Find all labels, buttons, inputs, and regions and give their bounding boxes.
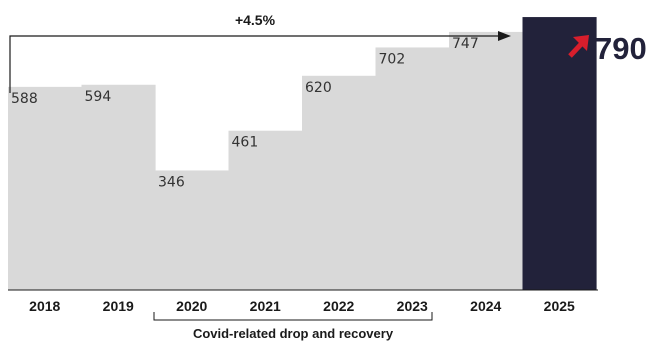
growth-arrow-head: [498, 31, 511, 41]
bar-2022: [302, 75, 377, 290]
bar-2019: [81, 84, 156, 291]
growth-label: +4.5%: [235, 12, 276, 28]
bar-2020: [155, 170, 230, 290]
value-label-2018: 588: [11, 91, 38, 107]
covid-bracket: [153, 312, 433, 321]
value-labels-group: 588 594 346 461 620 702 747: [11, 36, 479, 191]
bar-2018: [8, 86, 83, 290]
value-label-2023: 702: [379, 51, 406, 67]
growth-arrow-line: [9, 35, 500, 93]
tick-label-2022: 2022: [323, 298, 354, 314]
tick-label-2018: 2018: [29, 298, 60, 314]
bars-group: [8, 17, 597, 291]
value-label-2019: 594: [85, 89, 112, 105]
tick-label-2023: 2023: [397, 298, 428, 314]
highlight-value-label: 790: [595, 31, 647, 66]
value-label-2024: 747: [452, 36, 479, 52]
tick-label-2021: 2021: [250, 298, 281, 314]
covid-bracket-label: Covid-related drop and recovery: [193, 326, 394, 341]
tick-label-2019: 2019: [103, 298, 134, 314]
value-label-2021: 461: [232, 135, 259, 151]
value-label-2020: 346: [158, 174, 185, 190]
bar-2025: [522, 17, 597, 291]
up-arrow-icon: [568, 35, 589, 58]
bar-2021: [228, 130, 303, 290]
tick-label-2024: 2024: [470, 298, 501, 314]
x-tick-labels-group: 2018 2019 2020 2021 2022 2023 2024 2025: [29, 298, 575, 314]
tick-label-2025: 2025: [544, 298, 575, 314]
bar-2023: [375, 47, 450, 291]
tick-label-2020: 2020: [176, 298, 207, 314]
bar-2024: [449, 31, 524, 290]
value-label-2022: 620: [305, 80, 332, 96]
